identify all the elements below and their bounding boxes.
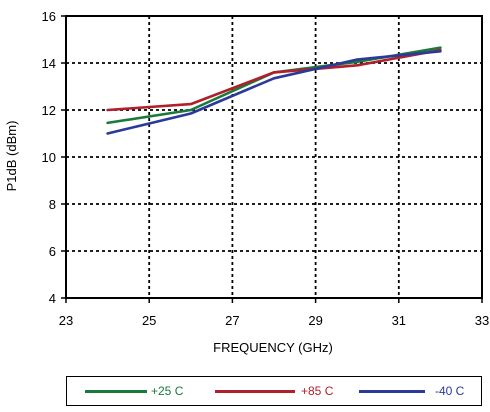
y-tick-label: 8 [49,197,56,212]
x-tick-label: 29 [308,313,322,328]
series-line-1 [106,48,442,112]
x-tick-label: 31 [392,313,406,328]
y-tick-label: 4 [49,291,56,306]
x-tick-label: 33 [475,313,489,328]
y-tick-label: 16 [42,9,56,24]
y-tick-label: 10 [42,150,56,165]
y-tick-label: 12 [42,103,56,118]
axis-ticks: 23 25 27 29 31 33 4 6 8 10 12 14 16 [42,9,490,328]
x-tick-label: 23 [59,313,73,328]
y-axis-label: P1dB (dBm) [4,121,19,192]
series-layer [106,46,442,135]
legend-label: +85 C [301,384,334,398]
y-tick-label: 14 [42,56,56,71]
legend-swatch [85,390,147,393]
legend: +25 C +85 C -40 C [66,376,482,406]
grid-lines [66,16,482,298]
legend-label: +25 C [151,384,184,398]
x-tick-label: 27 [225,313,239,328]
x-tick-label: 25 [142,313,156,328]
legend-swatch [215,390,295,393]
y-tick-label: 6 [49,244,56,259]
series-line-2 [106,49,442,135]
x-axis-label: FREQUENCY (GHz) [213,340,333,355]
legend-swatch [359,390,425,393]
legend-label: -40 C [435,384,465,398]
